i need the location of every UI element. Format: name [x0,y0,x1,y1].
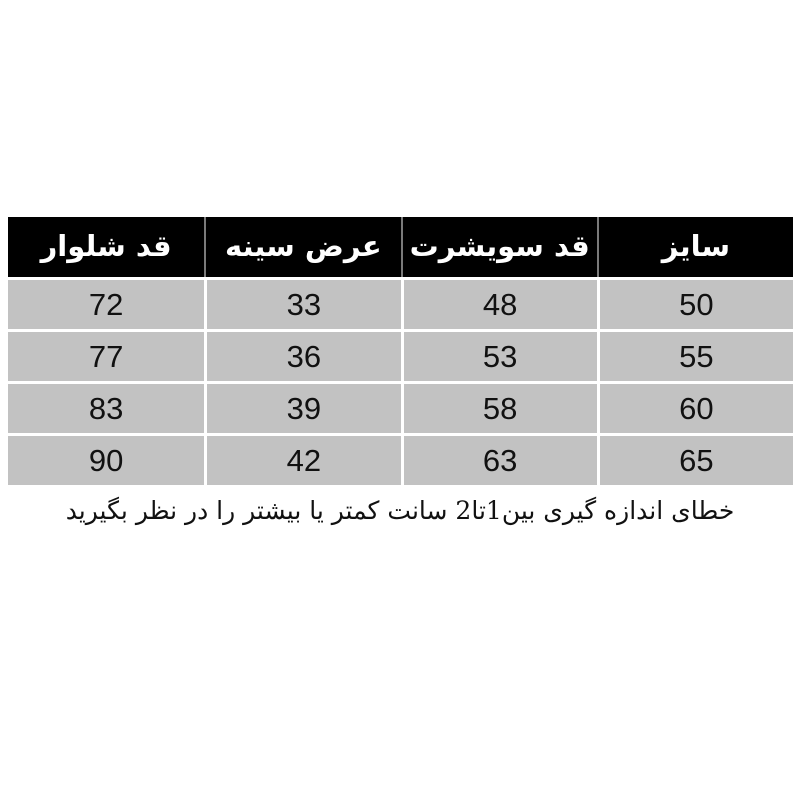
column-header-chest-width: عرض سینه [204,217,401,277]
table-row: 50 48 33 72 [8,277,793,329]
table-header-row: سایز قد سویشرت عرض سینه قد شلوار [8,217,793,277]
cell-chest-width: 33 [204,277,401,329]
size-chart-table-container: سایز قد سویشرت عرض سینه قد شلوار 50 48 3… [8,217,793,485]
column-header-size: سایز [596,217,793,277]
size-chart-table: سایز قد سویشرت عرض سینه قد شلوار 50 48 3… [8,217,793,485]
cell-trouser-length: 77 [8,329,205,381]
cell-sweatshirt-length: 48 [400,277,597,329]
cell-size: 65 [596,433,793,485]
cell-chest-width: 36 [204,329,401,381]
cell-trouser-length: 83 [8,381,205,433]
cell-trouser-length: 90 [8,433,205,485]
table-body: 50 48 33 72 55 53 36 77 60 58 39 83 [8,277,793,485]
table-header: سایز قد سویشرت عرض سینه قد شلوار [8,217,793,277]
table-row: 60 58 39 83 [8,381,793,433]
cell-sweatshirt-length: 53 [400,329,597,381]
column-header-sweatshirt-length: قد سویشرت [400,217,597,277]
column-header-trouser-length: قد شلوار [8,217,205,277]
cell-sweatshirt-length: 58 [400,381,597,433]
cell-size: 60 [596,381,793,433]
table-row: 55 53 36 77 [8,329,793,381]
cell-chest-width: 39 [204,381,401,433]
cell-size: 55 [596,329,793,381]
cell-size: 50 [596,277,793,329]
table-row: 65 63 42 90 [8,433,793,485]
measurement-tolerance-note: خطای اندازه گیری بین1تا2 سانت کمتر یا بی… [65,496,735,525]
cell-sweatshirt-length: 63 [400,433,597,485]
cell-trouser-length: 72 [8,277,205,329]
cell-chest-width: 42 [204,433,401,485]
